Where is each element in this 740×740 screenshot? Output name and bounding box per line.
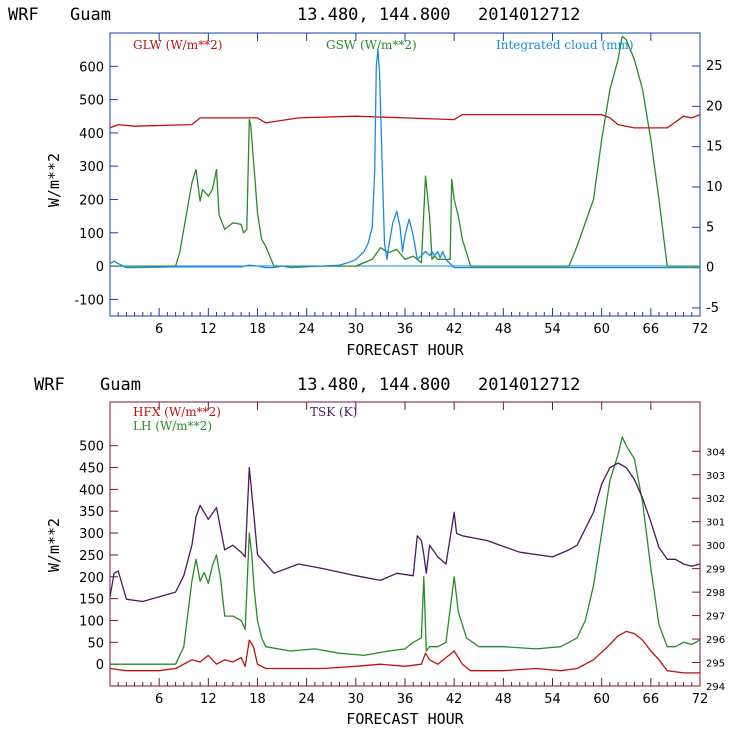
y2-tick-label: 25 bbox=[706, 59, 723, 74]
x-tick-label: 24 bbox=[298, 322, 315, 337]
y2-tick-label: 298 bbox=[706, 588, 725, 599]
y-axis-label: W/m**2 bbox=[45, 518, 63, 572]
x-tick-label: 60 bbox=[593, 692, 610, 707]
y2-tick-label: 304 bbox=[706, 447, 725, 458]
x-tick-label: 12 bbox=[200, 692, 217, 707]
y2-tick-label: 296 bbox=[706, 635, 725, 646]
x-tick-label: 30 bbox=[348, 692, 365, 707]
series-line-1 bbox=[110, 436, 701, 665]
y2-tick-label: 0 bbox=[706, 261, 714, 276]
panel-radiation: WRF Guam 13.480, 144.800 2014012712 6 12 1… bbox=[8, 5, 723, 359]
x-tick-label: 36 bbox=[397, 322, 414, 337]
series-line-2 bbox=[109, 49, 700, 269]
y-tick-label: 400 bbox=[79, 483, 104, 498]
series-line-0 bbox=[109, 113, 701, 129]
legend-lh: LH (W/m**2) bbox=[133, 419, 212, 433]
y-tick-label: -100 bbox=[74, 293, 104, 308]
x-tick-label: 6 bbox=[155, 692, 163, 707]
x-tick-label: 66 bbox=[643, 692, 660, 707]
x-tick-label: 42 bbox=[446, 692, 463, 707]
axis-ticks: 6 12 18 24 30 36 42 48 54 60 66 72 0 50 100 150 200 250 30… bbox=[79, 402, 725, 707]
plot-frame bbox=[109, 32, 701, 317]
y-tick-label: 350 bbox=[79, 505, 104, 520]
x-tick-label: 36 bbox=[397, 692, 414, 707]
series-line-1 bbox=[110, 35, 700, 267]
panel-run-label: 2014012712 bbox=[478, 5, 580, 25]
series-line-2 bbox=[109, 462, 701, 603]
panel-location-label: Guam bbox=[70, 5, 111, 25]
panel-model-label: WRF bbox=[34, 375, 65, 395]
y2-tick-label: 10 bbox=[706, 180, 723, 195]
y-tick-label: 0 bbox=[96, 658, 104, 673]
y-tick-label: 300 bbox=[79, 160, 104, 175]
x-tick-label: 54 bbox=[544, 322, 561, 337]
y-tick-label: 150 bbox=[79, 593, 104, 608]
y2-tick-label: 15 bbox=[706, 140, 723, 155]
x-tick-label: 72 bbox=[692, 692, 709, 707]
legend-hfx: HFX (W/m**2) bbox=[133, 405, 221, 419]
y2-tick-label: 297 bbox=[706, 612, 725, 623]
x-tick-label: 66 bbox=[643, 322, 660, 337]
series-group bbox=[109, 35, 701, 269]
x-axis-label: FORECAST HOUR bbox=[346, 341, 464, 359]
y2-tick-label: 303 bbox=[706, 471, 725, 482]
legend-gsw: GSW (W/m**2) bbox=[326, 38, 417, 52]
y-tick-label: 200 bbox=[79, 571, 104, 586]
y-tick-label: 400 bbox=[79, 127, 104, 142]
y-tick-label: 600 bbox=[79, 60, 104, 75]
y-tick-label: 50 bbox=[87, 636, 104, 651]
x-tick-label: 6 bbox=[155, 322, 163, 337]
y-tick-label: 500 bbox=[79, 440, 104, 455]
y-tick-label: 500 bbox=[79, 94, 104, 109]
legend-tsk: TSK (K) bbox=[310, 405, 357, 419]
legend-cloud: Integrated cloud (mm) bbox=[496, 38, 634, 52]
y2-tick-label: -5 bbox=[706, 301, 719, 316]
panel-location-label: Guam bbox=[100, 375, 141, 395]
x-axis-label: FORECAST HOUR bbox=[346, 710, 464, 728]
series-group bbox=[109, 436, 701, 674]
panel-fluxes: WRF Guam 13.480, 144.800 2014012712 6 12 1… bbox=[34, 375, 725, 728]
x-tick-label: 72 bbox=[692, 322, 709, 337]
y-tick-label: 200 bbox=[79, 193, 104, 208]
x-tick-label: 30 bbox=[348, 322, 365, 337]
y-tick-label: 100 bbox=[79, 227, 104, 242]
y-axis-label: W/m**2 bbox=[45, 153, 63, 207]
y-tick-label: 0 bbox=[96, 260, 104, 275]
y2-tick-label: 20 bbox=[706, 99, 723, 114]
x-tick-label: 48 bbox=[495, 692, 512, 707]
y2-tick-label: 300 bbox=[706, 541, 725, 552]
y2-tick-label: 294 bbox=[706, 682, 725, 693]
y2-tick-label: 295 bbox=[706, 659, 725, 670]
y2-tick-label: 5 bbox=[706, 220, 714, 235]
x-tick-label: 48 bbox=[495, 322, 512, 337]
x-tick-label: 24 bbox=[298, 692, 315, 707]
x-tick-label: 18 bbox=[249, 322, 266, 337]
y2-tick-label: 302 bbox=[706, 494, 725, 505]
y-tick-label: 100 bbox=[79, 614, 104, 629]
y2-tick-label: 301 bbox=[706, 518, 725, 529]
x-tick-label: 54 bbox=[544, 692, 561, 707]
legend-glw: GLW (W/m**2) bbox=[133, 38, 222, 52]
panel-coords-label: 13.480, 144.800 bbox=[297, 375, 451, 395]
panel-coords-label: 13.480, 144.800 bbox=[297, 5, 451, 25]
panel-model-label: WRF bbox=[8, 5, 39, 25]
panel-run-label: 2014012712 bbox=[478, 375, 580, 395]
x-tick-label: 60 bbox=[593, 322, 610, 337]
series-line-0 bbox=[109, 630, 700, 674]
axis-ticks: 6 12 18 24 30 36 42 48 54 60 66 72-1000100200300400… bbox=[74, 33, 723, 337]
y2-tick-label: 299 bbox=[706, 565, 725, 576]
x-tick-label: 18 bbox=[249, 692, 266, 707]
y-tick-label: 300 bbox=[79, 527, 104, 542]
y-tick-label: 450 bbox=[79, 462, 104, 477]
x-tick-label: 42 bbox=[446, 322, 463, 337]
y-tick-label: 250 bbox=[79, 549, 104, 564]
x-tick-label: 12 bbox=[200, 322, 217, 337]
